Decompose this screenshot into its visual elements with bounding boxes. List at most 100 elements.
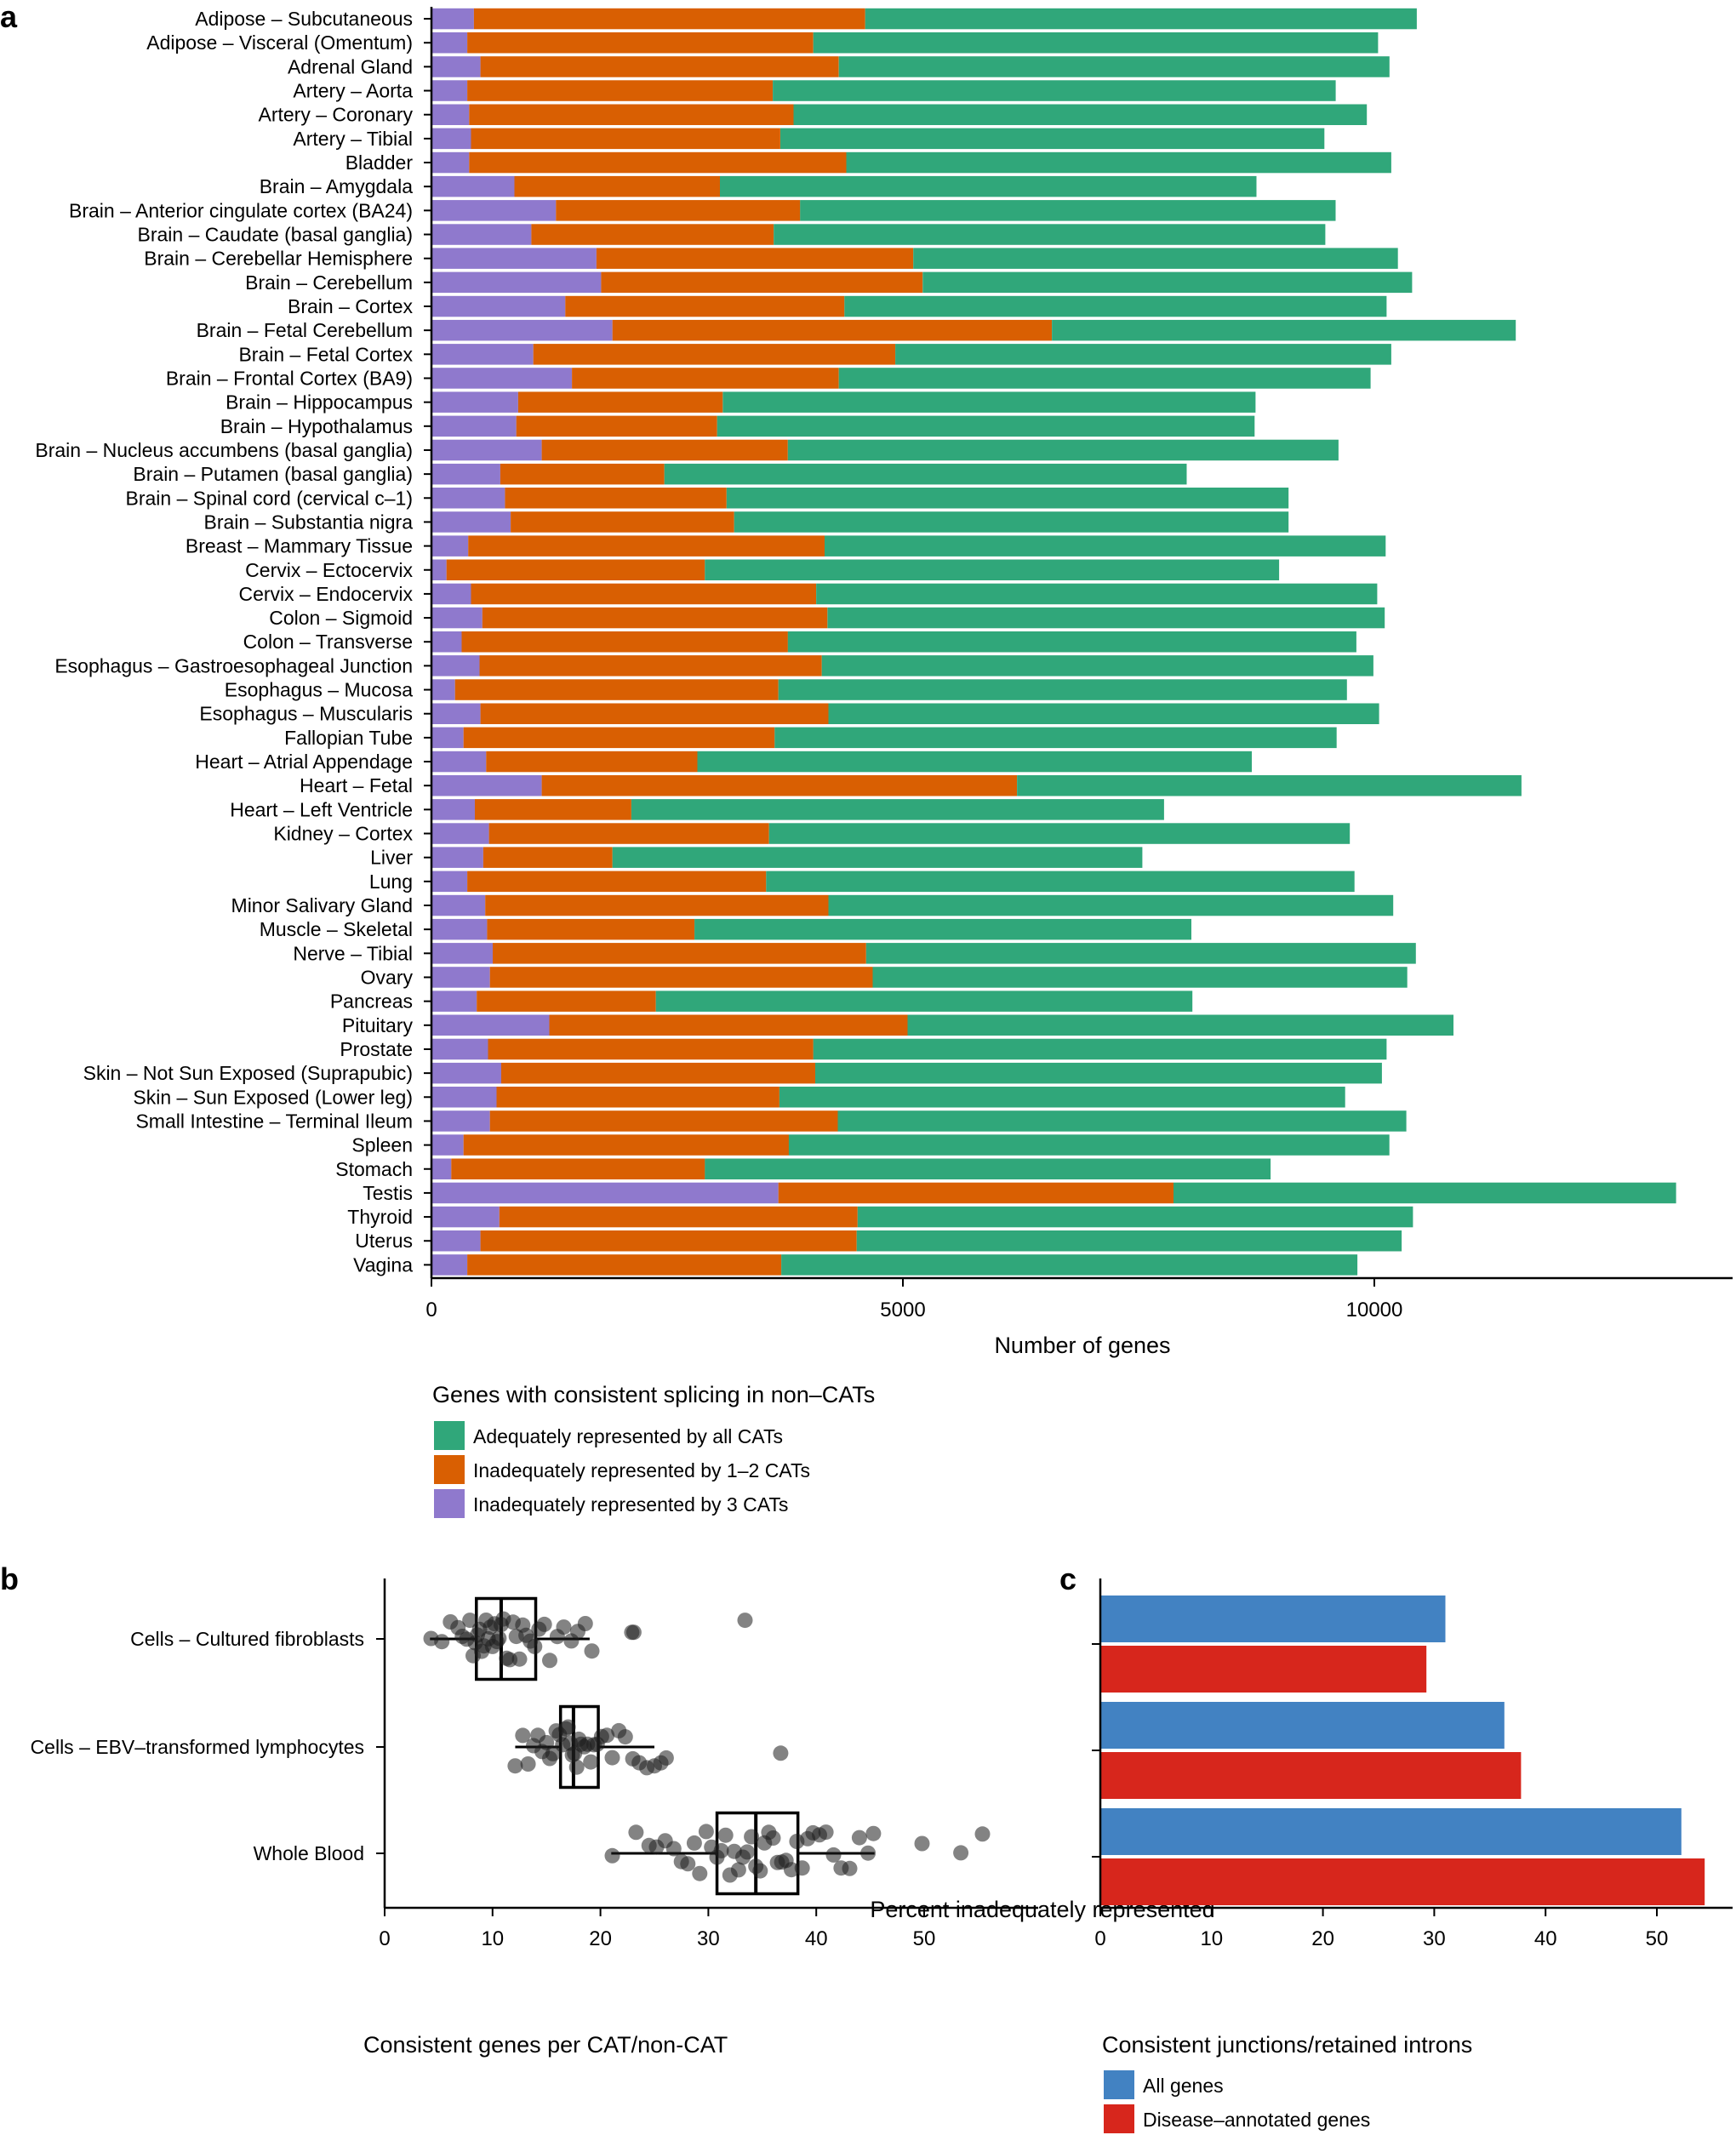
category-label: Prostate [340, 1038, 413, 1060]
data-point [851, 1830, 867, 1846]
bar-segment-all [717, 415, 1255, 437]
bar-row [431, 1062, 1382, 1084]
panel-c-caption: Consistent junctions/retained introns [1102, 2032, 1472, 2058]
bar-segment-three [431, 1230, 481, 1252]
bar-segment-all [813, 1038, 1387, 1060]
bar-segment-onetwo [467, 32, 814, 54]
category-label: Brain – Nucleus accumbens (basal ganglia… [35, 439, 413, 461]
x-tick-label: 0 [1094, 1927, 1105, 1950]
bar-segment-onetwo [487, 918, 695, 940]
bar-row [431, 1182, 1676, 1204]
category-label: Brain – Putamen (basal ganglia) [133, 463, 413, 485]
category-label: Heart – Atrial Appendage [195, 751, 413, 773]
bar-segment-onetwo [500, 463, 665, 485]
bar-segment-onetwo [533, 344, 896, 365]
category-label: Artery – Aorta [293, 80, 413, 102]
bar-segment-all [788, 1134, 1390, 1156]
data-point [773, 1745, 789, 1761]
bar-segment-three [431, 1182, 779, 1204]
bar-segment-onetwo [489, 1110, 838, 1132]
bar-row [431, 967, 1408, 988]
bar-row [431, 224, 1326, 245]
category-label: Uterus [355, 1230, 413, 1252]
bar-row [431, 391, 1256, 413]
legend-swatch [1104, 2070, 1134, 2099]
bar-segment-all [768, 823, 1351, 844]
bar-row [431, 463, 1187, 485]
bar-segment-three [431, 319, 613, 341]
bar-segment-all [631, 799, 1164, 820]
bar-row [431, 248, 1398, 269]
bar-row [431, 871, 1355, 893]
data-point [865, 1825, 882, 1841]
bar-segment-all [828, 703, 1379, 724]
data-point [765, 1830, 781, 1846]
bar-segment-all [857, 1206, 1413, 1228]
x-tick-label: 10 [1200, 1927, 1223, 1950]
bar-row [431, 679, 1347, 700]
bar-segment-onetwo [471, 583, 816, 605]
bar-segment-onetwo [514, 175, 720, 197]
data-point [434, 1634, 450, 1650]
bar-segment-three [431, 1134, 464, 1156]
legend-label: Adequately represented by all CATs [473, 1425, 783, 1447]
bar-segment-three [431, 583, 471, 605]
bar-segment-three [431, 463, 500, 485]
data-point [625, 1624, 642, 1641]
bar-segment-onetwo [572, 368, 839, 389]
bar-segment-onetwo [468, 535, 825, 557]
bar-segment-three [431, 727, 464, 749]
panel-c-bars [1100, 1596, 1705, 1905]
bar-segment-three [431, 439, 542, 461]
bar-row [431, 631, 1356, 653]
category-label: Artery – Tibial [293, 128, 413, 150]
category-label: Brain – Cerebellum [245, 271, 413, 294]
legend-label: Inadequately represented by 1–2 CATs [473, 1459, 810, 1481]
panel-b-box-jitter-chart: b Cells – Cultured fibroblasts Cells – EB… [0, 1561, 1038, 2058]
legend-entry: Disease–annotated genes [1104, 2104, 1370, 2133]
bar-row [431, 823, 1351, 844]
x-tick-label: 20 [1311, 1927, 1334, 1950]
bar-segment-onetwo [565, 295, 845, 317]
bar-segment-three [431, 224, 532, 245]
bar-segment-three [431, 847, 483, 868]
data-point [577, 1616, 593, 1631]
legend-swatch [434, 1489, 465, 1518]
bar-segment-all [895, 344, 1391, 365]
bar-row [431, 607, 1385, 629]
bar-segment-onetwo [505, 488, 727, 509]
category-label: Esophagus – Gastroesophageal Junction [54, 654, 413, 676]
bar-row [431, 918, 1191, 940]
category-label: Brain – Fetal Cortex [238, 343, 413, 365]
bar-segment-three [431, 128, 471, 150]
category-label: Brain – Substantia nigra [204, 511, 414, 533]
bar-segment-onetwo [463, 727, 775, 749]
bar-segment-onetwo [493, 943, 866, 964]
bar-segment-all [734, 511, 1289, 533]
bar-segment-three [431, 607, 483, 629]
bar-row [431, 1158, 1271, 1179]
panel-c-letter: c [1059, 1561, 1076, 1596]
bar-row [431, 295, 1387, 317]
bar-row [431, 1254, 1358, 1276]
data-point [560, 1719, 576, 1735]
bar-segment-all [694, 918, 1191, 940]
bar-segment-onetwo [612, 319, 1052, 341]
bar-segment-onetwo [517, 391, 723, 413]
bar-row [431, 775, 1522, 796]
legend-swatch [434, 1421, 465, 1450]
x-tick-label: 30 [697, 1927, 720, 1950]
bar-segment-all [787, 439, 1339, 461]
category-label: Testis [363, 1182, 413, 1204]
bar-row [431, 104, 1368, 125]
bar-segment-onetwo [488, 1038, 814, 1060]
category-label: Fallopian Tube [284, 727, 413, 749]
bar-segment-onetwo [467, 871, 767, 893]
bar-row [431, 703, 1379, 724]
data-point [527, 1638, 543, 1654]
bar-segment-onetwo [549, 1014, 908, 1036]
bar-row [431, 32, 1379, 54]
bar-segment-onetwo [451, 1158, 705, 1179]
category-label: Brain – Fetal Cerebellum [197, 319, 413, 341]
legend-label: Inadequately represented by 3 CATs [473, 1493, 788, 1516]
